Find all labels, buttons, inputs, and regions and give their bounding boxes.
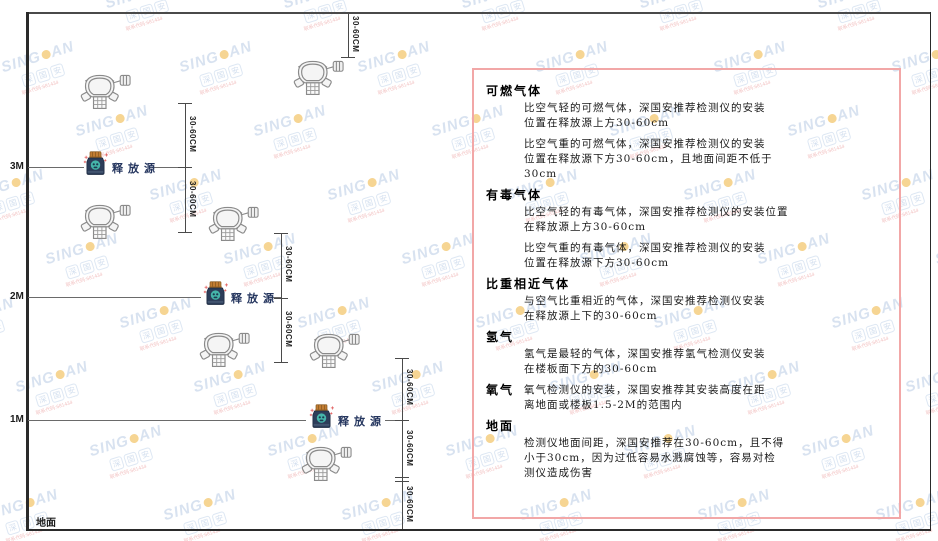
ground-label: 地面: [36, 518, 56, 529]
paragraph-line: 位置在释放源下方30-60cm，且地面间距不低于: [524, 153, 773, 165]
gas-detector-icon: [300, 443, 354, 489]
height-label: 2M: [10, 291, 24, 302]
paragraph-line: 测仪造成伤害: [524, 467, 593, 479]
height-level-line: [28, 297, 201, 298]
dimension-label: 30-60CM: [405, 369, 414, 406]
paragraph-line: 位置在释放源上方30-60cm: [524, 117, 670, 129]
ground-line: [26, 528, 931, 531]
paragraph-line: 比空气重的有毒气体，深国安推荐检测仪的安装: [524, 242, 766, 254]
panel-section: 氧气 氧气检测仪的安装，深国安推荐其安装高度在距 离地面或楼板1.5-2M的范围内: [486, 383, 887, 413]
panel-section: 比重相近气体与空气比重相近的气体，深国安推荐检测仪安装 在释放源上下的30-60c…: [486, 277, 887, 324]
paragraph-line: 比空气重的可燃气体，深国安推荐检测仪的安装: [524, 138, 766, 150]
dimension-line: [281, 233, 282, 362]
section-paragraph: 比空气轻的可燃气体，深国安推荐检测仪的安装 位置在释放源上方30-60cm: [524, 101, 887, 131]
panel-section: 氢气 氢气是最轻的气体，深国安推荐氢气检测仪安装 在楼板面下方的30-60cm: [486, 330, 887, 377]
gas-detector-icon: [198, 329, 252, 375]
paragraph-line: 离地面或楼板1.5-2M的范围内: [524, 399, 683, 411]
release-source-label: 释放源: [338, 415, 386, 428]
section-heading: 有毒气体: [486, 188, 543, 202]
panel-section: 地面 检测仪地面间距，深国安推荐在30-60cm，且不得 小于30cm，因为过低容易…: [486, 419, 887, 481]
height-level-line: [28, 167, 84, 168]
paragraph-line: 位置在释放源下方30-60cm: [524, 257, 670, 269]
section-heading: 可燃气体: [486, 84, 543, 98]
dimension-label: 30-60CM: [405, 430, 414, 467]
paragraph-line: 比空气轻的有毒气体，深国安推荐检测仪的安装位置: [524, 206, 789, 218]
release-source-icon: [202, 281, 229, 311]
dimension-label: 30-60CM: [405, 486, 414, 523]
section-heading: 氢气: [486, 330, 515, 344]
dimension-tick: [178, 103, 192, 104]
section-heading: 地面: [486, 419, 515, 433]
paragraph-line: 30cm: [524, 168, 558, 180]
dimension-line: [402, 358, 403, 529]
dimension-tick: [395, 358, 409, 359]
release-source-label: 释放源: [231, 292, 279, 305]
section-paragraph: 与空气比重相近的气体，深国安推荐检测仪安装 在释放源上下的30-60cm: [524, 294, 887, 324]
dimension-tick: [274, 362, 288, 363]
height-label: 1M: [10, 414, 24, 425]
dimension-tick: [274, 298, 288, 299]
source-dash-line: [385, 420, 403, 421]
section-paragraph: 氧气检测仪的安装，深国安推荐其安装高度在距 离地面或楼板1.5-2M的范围内: [524, 383, 887, 413]
paragraph-line: 与空气比重相近的气体，深国安推荐检测仪安装: [524, 295, 766, 307]
dimension-tick: [395, 420, 409, 421]
section-heading: 氧气: [486, 383, 515, 397]
source-dash-line: [152, 167, 178, 168]
dimension-label: 30-60CM: [284, 246, 293, 283]
height-level-line: [28, 420, 306, 421]
release-source-icon: [308, 404, 335, 434]
gas-detector-icon: [308, 330, 362, 376]
paragraph-line: 氧气检测仪的安装，深国安推荐其安装高度在距: [524, 384, 766, 396]
height-label: 3M: [10, 161, 24, 172]
dimension-tick: [178, 232, 192, 233]
release-source-icon: [82, 151, 109, 181]
dimension-tick: [341, 57, 355, 58]
dimension-tick: [178, 167, 192, 168]
gas-detector-icon: [79, 201, 133, 247]
dimension-tick: [395, 477, 409, 478]
section-paragraph: 检测仪地面间距，深国安推荐在30-60cm，且不得 小于30cm，因为过低容易水溅…: [524, 436, 887, 481]
gas-detector-icon: [292, 57, 346, 103]
paragraph-line: 氢气是最轻的气体，深国安推荐氢气检测仪安装: [524, 348, 766, 360]
panel-section: 有毒气体比空气轻的有毒气体，深国安推荐检测仪的安装位置 在释放源上方30-60cm…: [486, 188, 887, 271]
paragraph-line: 比空气轻的可燃气体，深国安推荐检测仪的安装: [524, 102, 766, 114]
dimension-tick: [395, 481, 409, 482]
wall-axis-line: [26, 12, 29, 530]
paragraph-line: 在释放源上方30-60cm: [524, 221, 647, 233]
section-paragraph: 比空气重的有毒气体，深国安推荐检测仪的安装 位置在释放源下方30-60cm: [524, 241, 887, 271]
gas-detector-icon: [207, 203, 261, 249]
section-heading: 比重相近气体: [486, 277, 571, 291]
right-frame-line: [929, 12, 932, 530]
panel-body: 可燃气体比空气轻的可燃气体，深国安推荐检测仪的安装 位置在释放源上方30-60cm…: [486, 84, 887, 481]
dimension-label: 30-60CM: [351, 16, 360, 53]
gas-detector-icon: [79, 71, 133, 117]
dimension-label: 30-60CM: [188, 116, 197, 153]
dimension-label: 30-60CM: [284, 311, 293, 348]
guidelines-panel: 可燃气体比空气轻的可燃气体，深国安推荐检测仪的安装 位置在释放源上方30-60cm…: [472, 68, 901, 519]
section-paragraph: 比空气重的可燃气体，深国安推荐检测仪的安装 位置在释放源下方30-60cm，且地面…: [524, 137, 887, 182]
paragraph-line: 小于30cm，因为过低容易水溅腐蚀等，容易对检: [524, 452, 776, 464]
section-paragraph: 比空气轻的有毒气体，深国安推荐检测仪的安装位置 在释放源上方30-60cm: [524, 205, 887, 235]
panel-section: 可燃气体比空气轻的可燃气体，深国安推荐检测仪的安装 位置在释放源上方30-60cm…: [486, 84, 887, 182]
source-dash-line: [271, 297, 282, 298]
section-paragraph: 氢气是最轻的气体，深国安推荐氢气检测仪安装 在楼板面下方的30-60cm: [524, 347, 887, 377]
paragraph-line: 在释放源上下的30-60cm: [524, 310, 658, 322]
dimension-line: [348, 13, 349, 57]
release-source-label: 释放源: [112, 162, 160, 175]
paragraph-line: 检测仪地面间距，深国安推荐在30-60cm，且不得: [524, 437, 785, 449]
dimension-label: 30-60CM: [188, 181, 197, 218]
ceiling-line: [27, 12, 931, 14]
paragraph-line: 在楼板面下方的30-60cm: [524, 363, 658, 375]
dimension-tick: [274, 233, 288, 234]
